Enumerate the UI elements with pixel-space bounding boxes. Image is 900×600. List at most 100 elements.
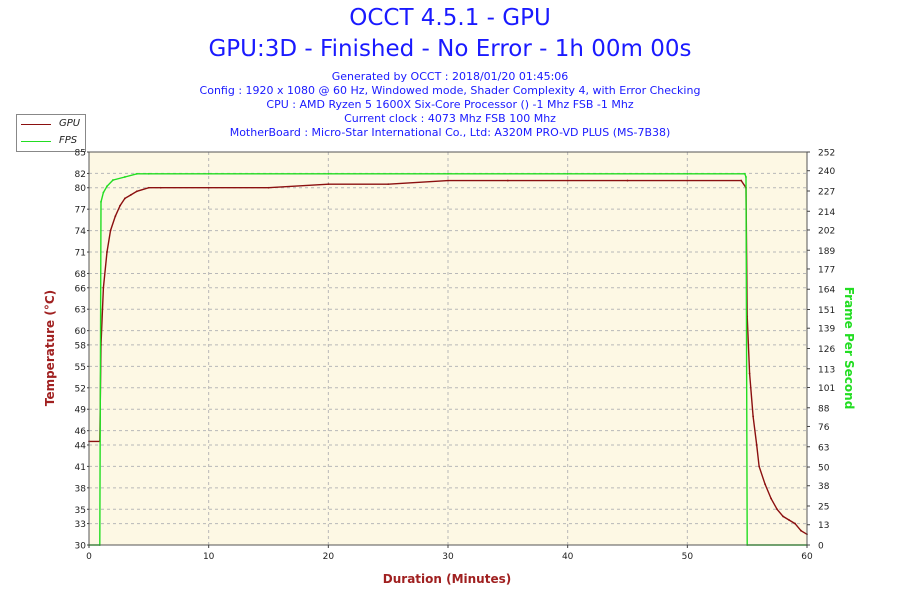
y-left-tick-label: 71 — [75, 249, 86, 259]
data-point-gpu — [327, 183, 330, 186]
x-tick-label: 10 — [203, 552, 215, 562]
y-left-tick-label: 77 — [75, 206, 86, 216]
y-left-tick-label: 85 — [75, 149, 86, 159]
data-point-gpu — [109, 229, 112, 232]
y-right-tick-label: 113 — [818, 365, 835, 375]
data-point-gpu — [782, 515, 784, 518]
data-point-fps — [106, 185, 108, 188]
data-point-gpu — [207, 186, 210, 189]
chart-subtitle: GPU:3D - Finished - No Error - 1h 00m 00… — [208, 36, 692, 62]
data-point-gpu — [135, 190, 138, 193]
data-point-gpu — [447, 179, 449, 182]
legend-label-gpu: GPU — [59, 118, 81, 129]
data-point-gpu — [159, 186, 162, 189]
data-point-gpu — [129, 193, 132, 196]
data-point-gpu — [267, 186, 270, 189]
chart-title: OCCT 4.5.1 - GPU — [349, 5, 551, 31]
info-cpu: CPU : AMD Ryzen 5 1600X Six-Core Process… — [266, 98, 634, 111]
data-point-fps — [135, 172, 138, 175]
info-generated: Generated by OCCT : 2018/01/20 01:45:06 — [331, 70, 569, 83]
data-point-gpu — [800, 529, 802, 532]
y-left-tick-label: 68 — [75, 270, 87, 280]
y-left-tick-label: 38 — [75, 484, 87, 494]
data-point-gpu — [626, 179, 629, 182]
y-right-tick-label: 151 — [818, 306, 835, 316]
y-right-tick-label: 202 — [818, 226, 835, 236]
x-tick-label: 50 — [682, 552, 694, 562]
y-right-tick-label: 63 — [818, 443, 829, 453]
y-right-tick-label: 126 — [818, 345, 835, 355]
y-left-tick-label: 44 — [75, 441, 87, 451]
y-right-tick-label: 227 — [818, 187, 835, 197]
y-right-tick-label: 50 — [818, 464, 830, 474]
y-left-tick-label: 63 — [75, 306, 86, 316]
y-left-tick-label: 49 — [75, 406, 87, 416]
y-left-tick-label: 52 — [75, 384, 86, 394]
y-right-tick-label: 252 — [818, 149, 835, 159]
y-right-tick-label: 177 — [818, 265, 835, 275]
data-point-fps — [566, 172, 569, 175]
y-left-tick-label: 30 — [75, 542, 87, 552]
data-point-gpu — [119, 204, 122, 207]
y-right-tick-label: 13 — [818, 521, 829, 531]
legend-label-fps: FPS — [59, 135, 78, 146]
x-tick-label: 60 — [801, 552, 813, 562]
y-right-tick-label: 0 — [818, 542, 824, 552]
y-left-tick-label: 60 — [75, 327, 87, 337]
data-point-fps — [147, 172, 150, 175]
x-tick-label: 20 — [323, 552, 335, 562]
info-clock: Current clock : 4073 Mhz FSB 100 Mhz — [344, 112, 556, 125]
chart-legend: GPU FPS — [16, 114, 86, 152]
data-point-gpu — [794, 522, 796, 525]
x-tick-label: 0 — [86, 552, 92, 562]
legend-swatch-fps — [21, 141, 51, 142]
y-right-tick-label: 101 — [818, 384, 835, 394]
y-left-tick-label: 35 — [75, 506, 86, 516]
y-axis-left-label: Temperature (°C) — [43, 290, 57, 406]
y-right-tick-label: 189 — [818, 247, 835, 257]
y-left-tick-label: 41 — [75, 463, 86, 473]
data-point-gpu — [124, 197, 126, 200]
y-right-tick-label: 76 — [818, 423, 830, 433]
y-left-tick-label: 66 — [75, 284, 87, 294]
x-tick-label: 40 — [562, 552, 574, 562]
info-config: Config : 1920 x 1080 @ 60 Hz, Windowed m… — [199, 84, 701, 97]
data-point-fps — [686, 172, 689, 175]
y-right-tick-label: 240 — [818, 167, 835, 177]
data-point-fps — [207, 172, 210, 175]
data-point-gpu — [686, 179, 689, 182]
data-point-fps — [124, 176, 126, 178]
data-point-gpu — [764, 483, 767, 486]
y-left-tick-label: 46 — [75, 427, 87, 437]
legend-swatch-gpu — [21, 124, 51, 125]
y-right-tick-label: 139 — [818, 325, 835, 335]
y-left-tick-label: 74 — [75, 227, 87, 237]
y-right-tick-label: 38 — [818, 482, 830, 492]
y-left-tick-label: 55 — [75, 363, 86, 373]
data-point-fps — [743, 172, 746, 175]
data-point-fps — [745, 176, 747, 178]
data-point-gpu — [506, 179, 509, 182]
data-point-gpu — [566, 179, 569, 182]
y-left-tick-label: 33 — [75, 520, 86, 530]
y-axis-right-label: Frame Per Second — [842, 287, 856, 410]
data-point-gpu — [102, 286, 105, 289]
data-point-gpu — [758, 465, 761, 468]
y-left-tick-label: 80 — [75, 184, 87, 194]
data-point-fps — [447, 172, 449, 175]
data-point-fps — [102, 191, 105, 194]
data-point-gpu — [740, 179, 743, 182]
data-point-fps — [327, 172, 330, 175]
data-point-gpu — [114, 215, 117, 218]
data-point-fps — [100, 201, 102, 203]
data-point-gpu — [106, 251, 108, 253]
data-point-gpu — [387, 183, 390, 186]
y-left-tick-label: 82 — [75, 170, 86, 180]
data-point-gpu — [755, 444, 758, 446]
data-point-gpu — [770, 497, 772, 500]
y-right-tick-label: 214 — [818, 208, 835, 218]
data-point-gpu — [748, 372, 751, 375]
plot-area — [89, 152, 807, 545]
y-left-tick-label: 58 — [75, 341, 87, 351]
info-motherboard: MotherBoard : Micro-Star International C… — [229, 126, 671, 139]
